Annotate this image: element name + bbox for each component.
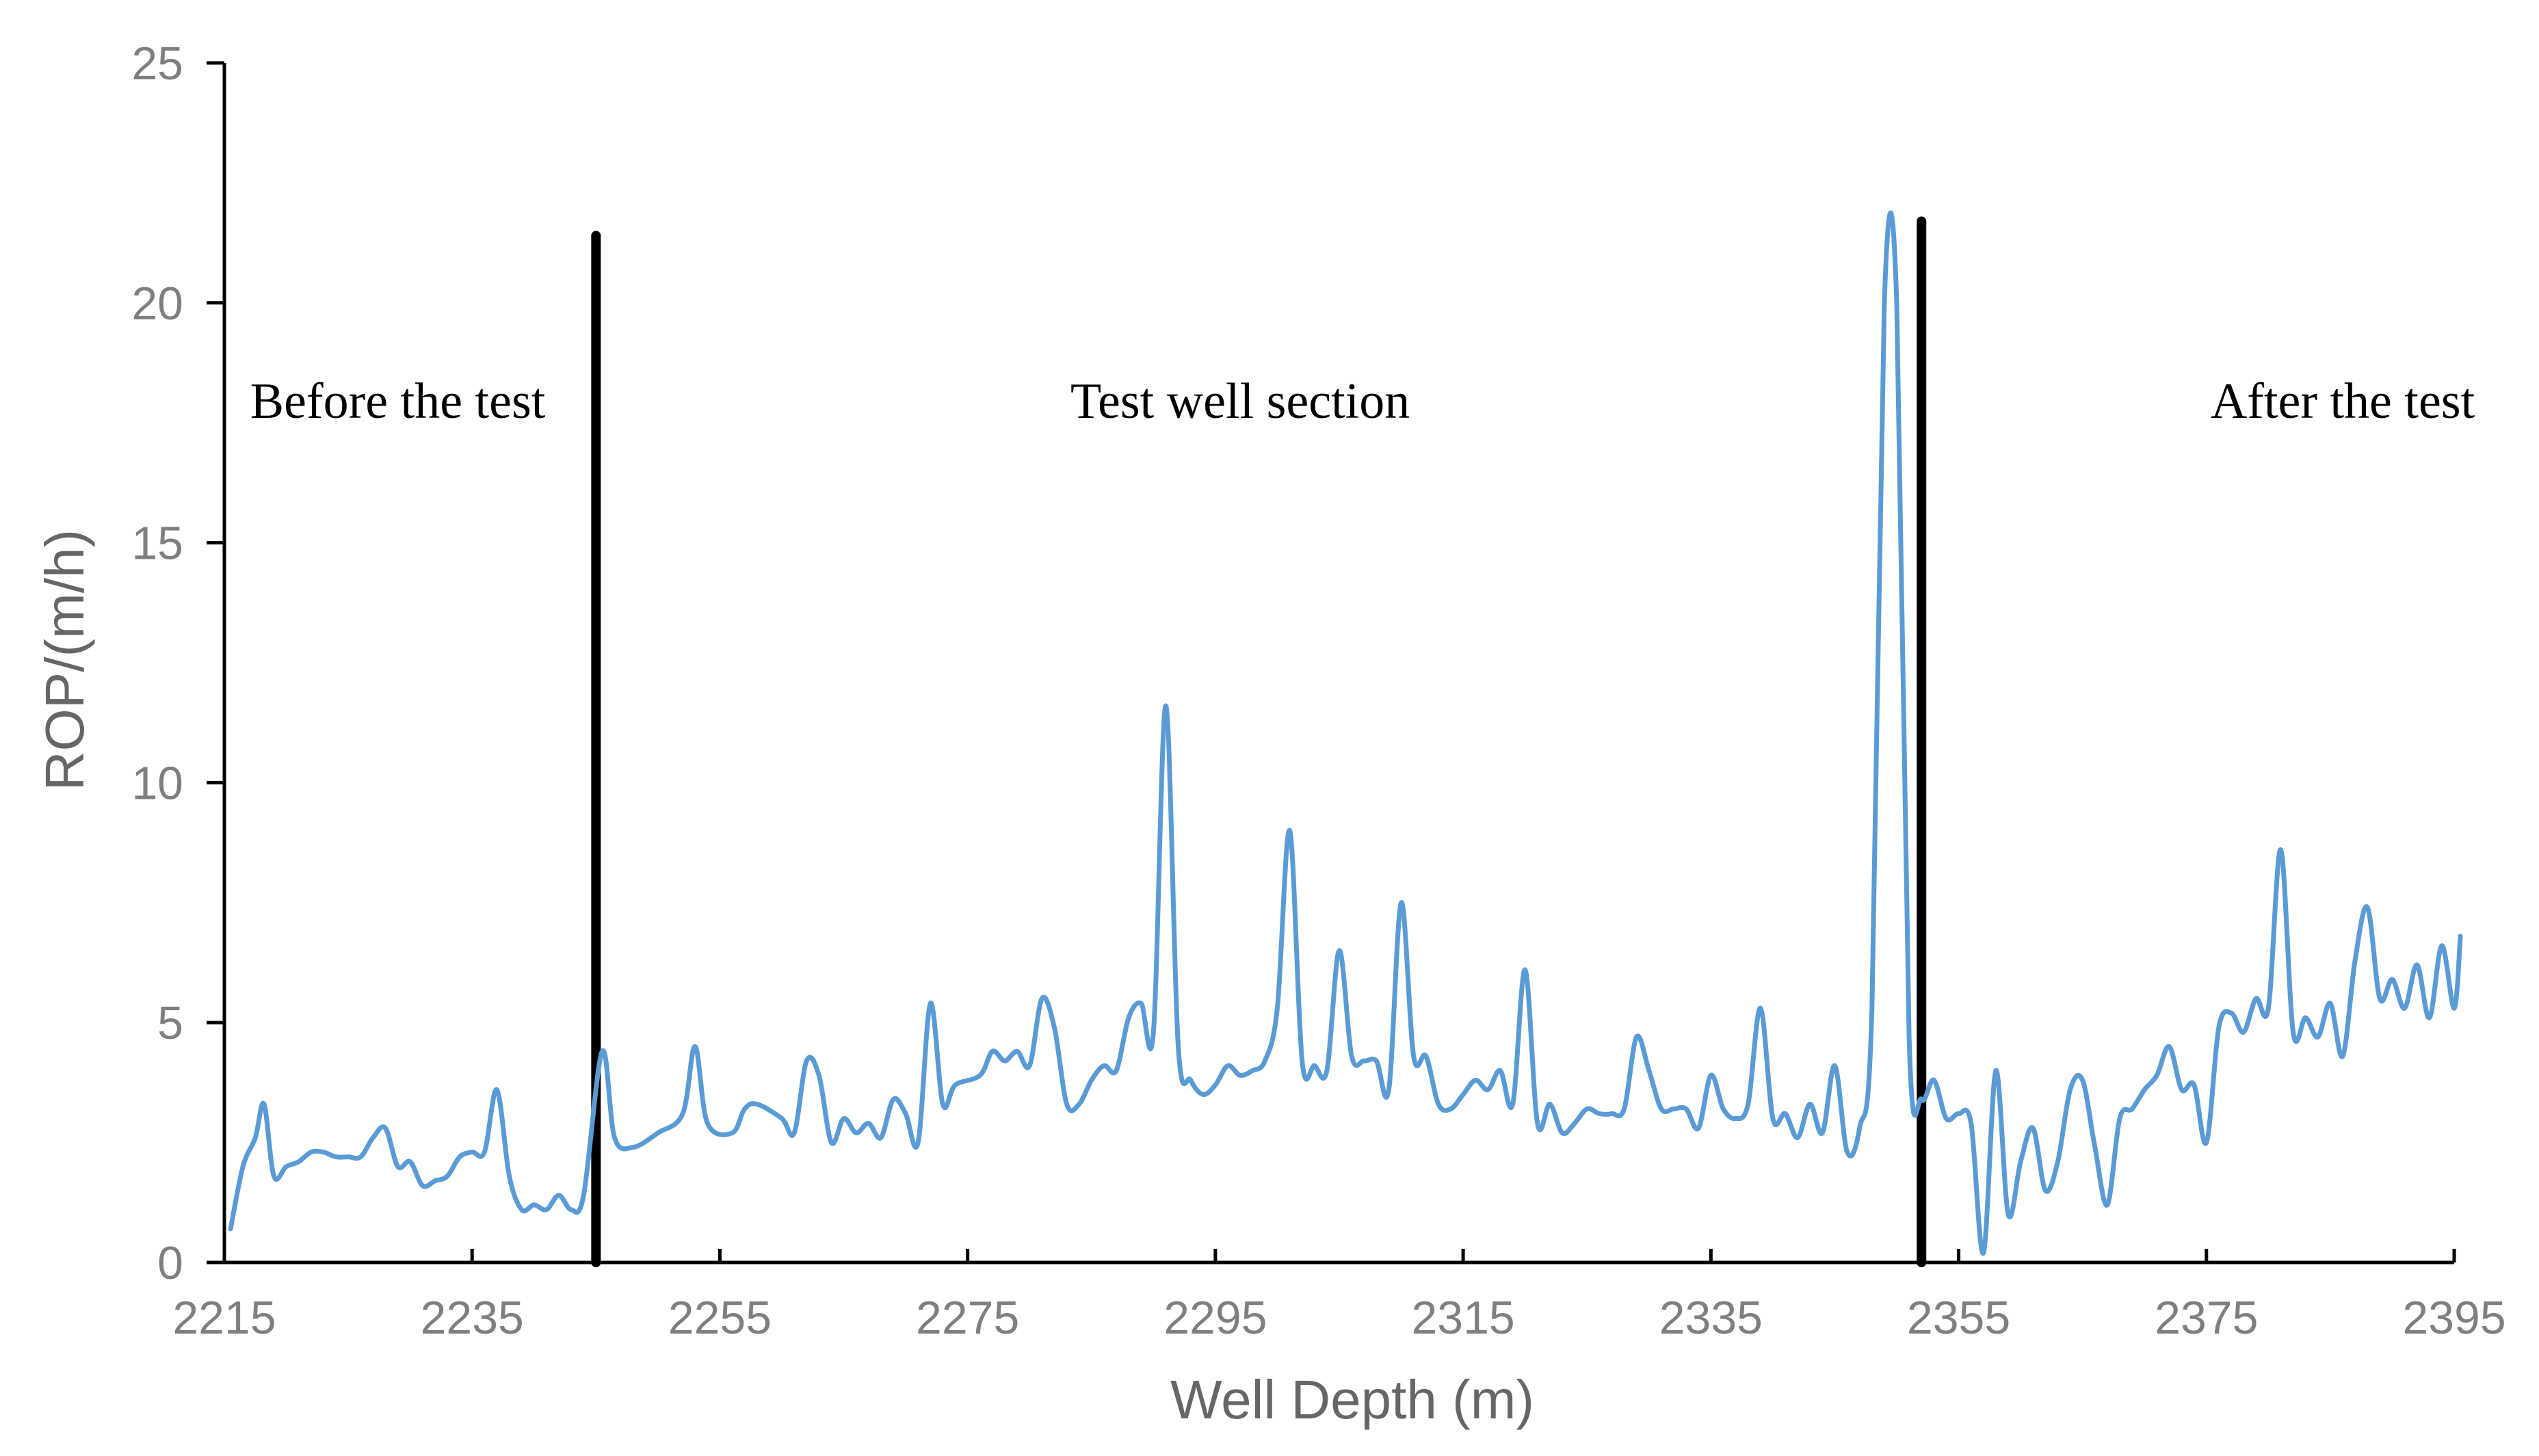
x-tick-label: 2315 — [1411, 1292, 1514, 1344]
x-tick-label: 2275 — [916, 1292, 1019, 1344]
series-line-rop — [228, 210, 2463, 1256]
series-group — [228, 210, 2463, 1256]
y-axis-title: ROP/(m/h) — [34, 529, 95, 791]
y-tick-label: 10 — [131, 757, 183, 809]
x-tick-label: 2335 — [1659, 1292, 1763, 1344]
y-tick-label: 5 — [157, 997, 183, 1049]
y-tick-label: 25 — [131, 38, 183, 90]
section-annotation: Test well section — [1070, 373, 1410, 429]
x-tick-label: 2215 — [172, 1292, 276, 1344]
x-tick-label: 2355 — [1907, 1292, 2010, 1344]
section-annotation: Before the test — [250, 373, 546, 429]
x-axis-title: Well Depth (m) — [1170, 1369, 1534, 1430]
y-tick-label: 15 — [131, 518, 183, 570]
x-tick-label: 2295 — [1163, 1292, 1267, 1344]
y-tick-label: 20 — [131, 278, 183, 330]
x-tick-label: 2375 — [2155, 1292, 2258, 1344]
axes: 0 5 10 15 20 25 2215 2235 2255 2275 2295 2315 2335 23… — [131, 38, 2505, 1344]
annotations: Before the test Test well section After th… — [250, 373, 2475, 429]
x-tick-label: 2235 — [421, 1292, 524, 1344]
x-tick-label: 2255 — [668, 1292, 772, 1344]
y-tick-label: 0 — [157, 1237, 183, 1289]
section-annotation: After the test — [2211, 373, 2475, 429]
x-tick-label: 2395 — [2402, 1292, 2505, 1344]
